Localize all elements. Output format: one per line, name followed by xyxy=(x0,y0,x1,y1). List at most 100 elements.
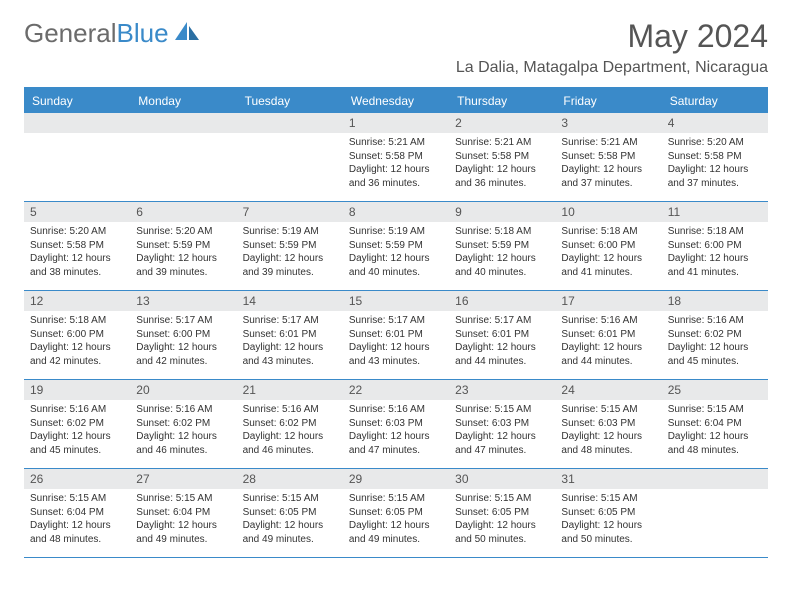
daylight-text: Daylight: 12 hours and 48 minutes. xyxy=(668,430,762,457)
calendar-cell: 24Sunrise: 5:15 AMSunset: 6:03 PMDayligh… xyxy=(555,380,661,468)
daylight-text: Daylight: 12 hours and 39 minutes. xyxy=(136,252,230,279)
daylight-text: Daylight: 12 hours and 42 minutes. xyxy=(30,341,124,368)
calendar-cell: 4Sunrise: 5:20 AMSunset: 5:58 PMDaylight… xyxy=(662,113,768,201)
cell-body: Sunrise: 5:18 AMSunset: 6:00 PMDaylight:… xyxy=(662,222,768,282)
calendar-cell: 23Sunrise: 5:15 AMSunset: 6:03 PMDayligh… xyxy=(449,380,555,468)
calendar-cell: 7Sunrise: 5:19 AMSunset: 5:59 PMDaylight… xyxy=(237,202,343,290)
daylight-text: Daylight: 12 hours and 48 minutes. xyxy=(30,519,124,546)
daylight-text: Daylight: 12 hours and 40 minutes. xyxy=(349,252,443,279)
calendar-cell: 3Sunrise: 5:21 AMSunset: 5:58 PMDaylight… xyxy=(555,113,661,201)
calendar-cell: 28Sunrise: 5:15 AMSunset: 6:05 PMDayligh… xyxy=(237,469,343,557)
day-number: 9 xyxy=(449,202,555,222)
calendar-cell: 12Sunrise: 5:18 AMSunset: 6:00 PMDayligh… xyxy=(24,291,130,379)
logo: GeneralBlue xyxy=(24,18,201,49)
daylight-text: Daylight: 12 hours and 41 minutes. xyxy=(561,252,655,279)
sunset-text: Sunset: 6:03 PM xyxy=(349,417,443,431)
sunrise-text: Sunrise: 5:18 AM xyxy=(30,314,124,328)
calendar-cell: 25Sunrise: 5:15 AMSunset: 6:04 PMDayligh… xyxy=(662,380,768,468)
cell-body xyxy=(130,133,236,139)
calendar-cell: 20Sunrise: 5:16 AMSunset: 6:02 PMDayligh… xyxy=(130,380,236,468)
day-header: Wednesday xyxy=(343,89,449,113)
cell-body: Sunrise: 5:15 AMSunset: 6:05 PMDaylight:… xyxy=(555,489,661,549)
daylight-text: Daylight: 12 hours and 44 minutes. xyxy=(561,341,655,368)
day-number xyxy=(237,113,343,133)
sunrise-text: Sunrise: 5:17 AM xyxy=(243,314,337,328)
calendar-cell: 14Sunrise: 5:17 AMSunset: 6:01 PMDayligh… xyxy=(237,291,343,379)
cell-body xyxy=(662,489,768,495)
day-header: Monday xyxy=(130,89,236,113)
sunrise-text: Sunrise: 5:15 AM xyxy=(561,492,655,506)
daylight-text: Daylight: 12 hours and 50 minutes. xyxy=(455,519,549,546)
sunset-text: Sunset: 6:02 PM xyxy=(668,328,762,342)
day-number: 1 xyxy=(343,113,449,133)
day-number: 13 xyxy=(130,291,236,311)
week-row: 1Sunrise: 5:21 AMSunset: 5:58 PMDaylight… xyxy=(24,113,768,202)
week-row: 19Sunrise: 5:16 AMSunset: 6:02 PMDayligh… xyxy=(24,380,768,469)
sunset-text: Sunset: 5:59 PM xyxy=(136,239,230,253)
sail-icon xyxy=(173,18,201,49)
sunset-text: Sunset: 5:58 PM xyxy=(668,150,762,164)
sunrise-text: Sunrise: 5:15 AM xyxy=(668,403,762,417)
day-header: Thursday xyxy=(449,89,555,113)
daylight-text: Daylight: 12 hours and 38 minutes. xyxy=(30,252,124,279)
daylight-text: Daylight: 12 hours and 49 minutes. xyxy=(243,519,337,546)
cell-body: Sunrise: 5:18 AMSunset: 6:00 PMDaylight:… xyxy=(24,311,130,371)
logo-text-gray: General xyxy=(24,18,117,49)
day-number: 18 xyxy=(662,291,768,311)
cell-body: Sunrise: 5:15 AMSunset: 6:05 PMDaylight:… xyxy=(343,489,449,549)
sunrise-text: Sunrise: 5:17 AM xyxy=(349,314,443,328)
daylight-text: Daylight: 12 hours and 48 minutes. xyxy=(561,430,655,457)
day-header: Saturday xyxy=(662,89,768,113)
day-header: Tuesday xyxy=(237,89,343,113)
cell-body: Sunrise: 5:17 AMSunset: 6:01 PMDaylight:… xyxy=(237,311,343,371)
sunset-text: Sunset: 6:05 PM xyxy=(455,506,549,520)
daylight-text: Daylight: 12 hours and 43 minutes. xyxy=(349,341,443,368)
sunrise-text: Sunrise: 5:18 AM xyxy=(561,225,655,239)
day-number: 16 xyxy=(449,291,555,311)
calendar-cell: 17Sunrise: 5:16 AMSunset: 6:01 PMDayligh… xyxy=(555,291,661,379)
calendar-cell: 19Sunrise: 5:16 AMSunset: 6:02 PMDayligh… xyxy=(24,380,130,468)
sunrise-text: Sunrise: 5:18 AM xyxy=(455,225,549,239)
week-row: 26Sunrise: 5:15 AMSunset: 6:04 PMDayligh… xyxy=(24,469,768,558)
calendar-cell: 30Sunrise: 5:15 AMSunset: 6:05 PMDayligh… xyxy=(449,469,555,557)
day-number: 17 xyxy=(555,291,661,311)
sunset-text: Sunset: 6:03 PM xyxy=(561,417,655,431)
sunset-text: Sunset: 6:04 PM xyxy=(30,506,124,520)
day-number: 20 xyxy=(130,380,236,400)
calendar-cell: 5Sunrise: 5:20 AMSunset: 5:58 PMDaylight… xyxy=(24,202,130,290)
sunrise-text: Sunrise: 5:21 AM xyxy=(455,136,549,150)
sunrise-text: Sunrise: 5:19 AM xyxy=(243,225,337,239)
sunrise-text: Sunrise: 5:15 AM xyxy=(30,492,124,506)
calendar-cell: 29Sunrise: 5:15 AMSunset: 6:05 PMDayligh… xyxy=(343,469,449,557)
calendar-cell: 6Sunrise: 5:20 AMSunset: 5:59 PMDaylight… xyxy=(130,202,236,290)
sunset-text: Sunset: 6:02 PM xyxy=(243,417,337,431)
cell-body xyxy=(24,133,130,139)
sunrise-text: Sunrise: 5:16 AM xyxy=(349,403,443,417)
sunrise-text: Sunrise: 5:16 AM xyxy=(561,314,655,328)
calendar-cell: 21Sunrise: 5:16 AMSunset: 6:02 PMDayligh… xyxy=(237,380,343,468)
sunrise-text: Sunrise: 5:15 AM xyxy=(455,492,549,506)
sunrise-text: Sunrise: 5:21 AM xyxy=(349,136,443,150)
cell-body: Sunrise: 5:16 AMSunset: 6:03 PMDaylight:… xyxy=(343,400,449,460)
cell-body: Sunrise: 5:15 AMSunset: 6:05 PMDaylight:… xyxy=(237,489,343,549)
daylight-text: Daylight: 12 hours and 42 minutes. xyxy=(136,341,230,368)
day-number: 10 xyxy=(555,202,661,222)
day-number: 28 xyxy=(237,469,343,489)
calendar-cell: 9Sunrise: 5:18 AMSunset: 5:59 PMDaylight… xyxy=(449,202,555,290)
sunset-text: Sunset: 5:59 PM xyxy=(455,239,549,253)
cell-body: Sunrise: 5:21 AMSunset: 5:58 PMDaylight:… xyxy=(343,133,449,193)
sunset-text: Sunset: 6:05 PM xyxy=(349,506,443,520)
sunset-text: Sunset: 5:58 PM xyxy=(455,150,549,164)
calendar-cell xyxy=(130,113,236,201)
cell-body: Sunrise: 5:19 AMSunset: 5:59 PMDaylight:… xyxy=(237,222,343,282)
cell-body: Sunrise: 5:18 AMSunset: 5:59 PMDaylight:… xyxy=(449,222,555,282)
daylight-text: Daylight: 12 hours and 45 minutes. xyxy=(668,341,762,368)
sunset-text: Sunset: 6:03 PM xyxy=(455,417,549,431)
calendar-page: GeneralBlue May 2024 La Dalia, Matagalpa… xyxy=(0,0,792,576)
sunrise-text: Sunrise: 5:15 AM xyxy=(136,492,230,506)
cell-body: Sunrise: 5:19 AMSunset: 5:59 PMDaylight:… xyxy=(343,222,449,282)
sunset-text: Sunset: 6:00 PM xyxy=(561,239,655,253)
calendar-cell: 2Sunrise: 5:21 AMSunset: 5:58 PMDaylight… xyxy=(449,113,555,201)
calendar-cell: 16Sunrise: 5:17 AMSunset: 6:01 PMDayligh… xyxy=(449,291,555,379)
sunset-text: Sunset: 5:58 PM xyxy=(561,150,655,164)
